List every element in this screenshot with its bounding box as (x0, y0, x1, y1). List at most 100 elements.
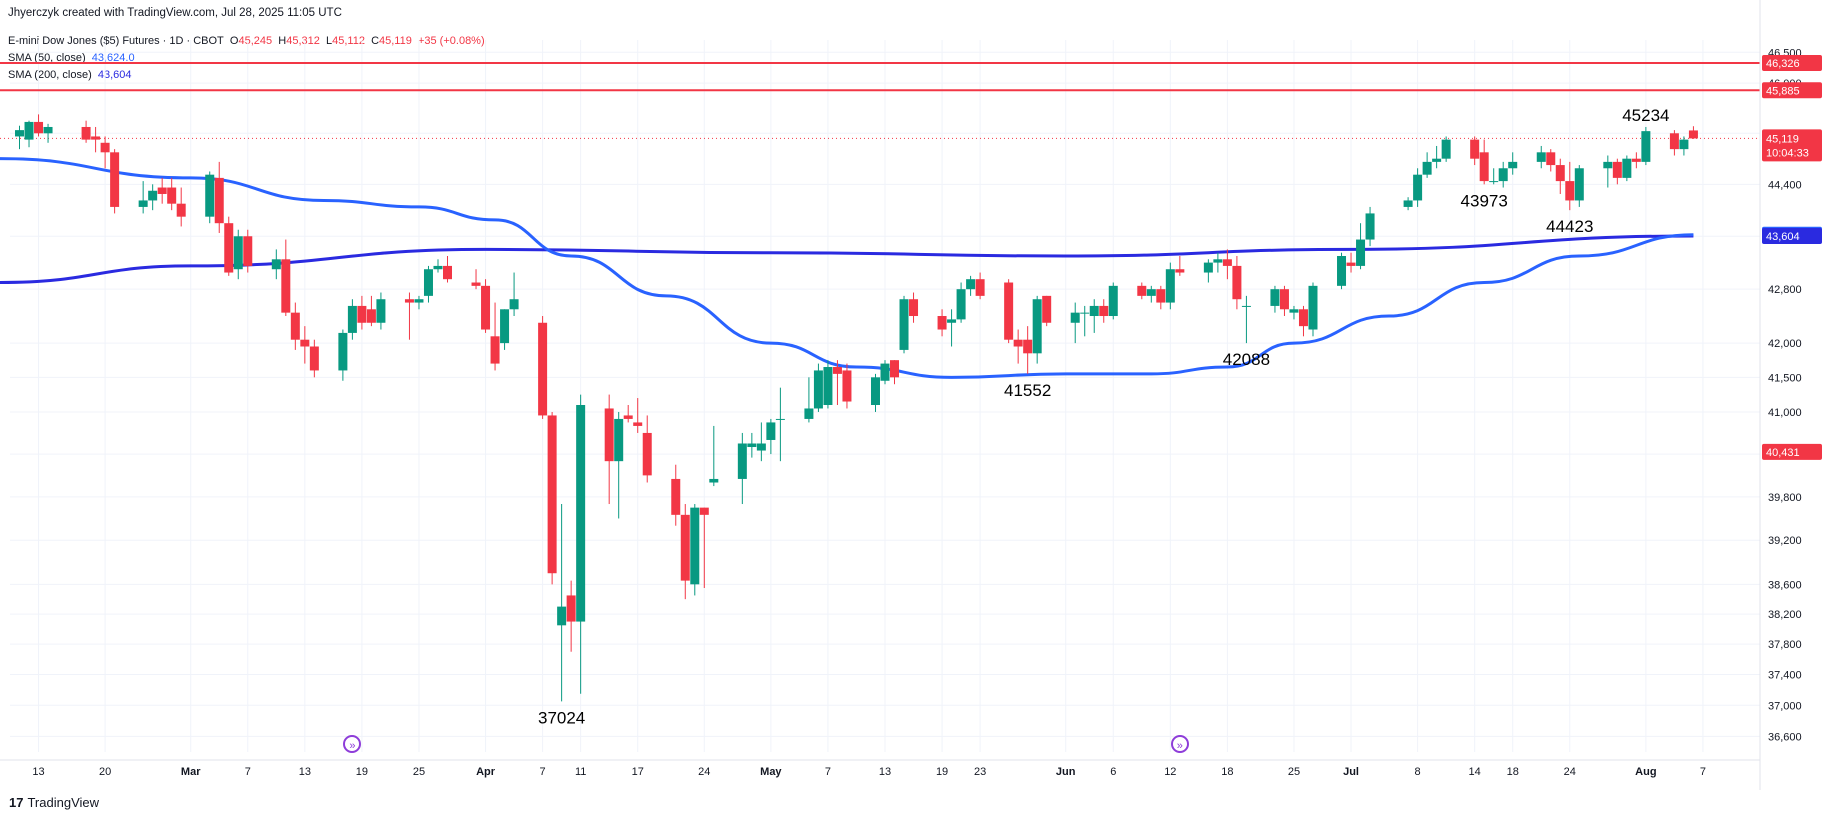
candle (642, 415, 652, 483)
candle-body (43, 126, 53, 134)
candle-body (490, 336, 500, 364)
candle (1489, 168, 1499, 185)
candle (1156, 285, 1166, 310)
price-chart[interactable]: 37024 41552 42088 43973 44423 45234 36,600 37,… (0, 0, 1835, 790)
sma50-line (0, 157, 1694, 379)
candle-body (471, 282, 481, 286)
candle (290, 302, 300, 350)
countdown-label: 10:04:33 (1766, 147, 1809, 159)
candle (890, 360, 900, 385)
candle (804, 377, 814, 423)
candle-body (1089, 305, 1099, 317)
price-tick-label: 39,800 (1768, 492, 1802, 504)
candle (1222, 249, 1232, 280)
candle-body (1337, 255, 1347, 286)
candle (680, 504, 690, 600)
candle-body (509, 299, 519, 310)
arrow-event-icon[interactable]: » (1170, 735, 1189, 753)
candle-body (870, 377, 880, 405)
candle (24, 120, 34, 148)
candle (1175, 255, 1185, 276)
candle-body (1574, 168, 1584, 201)
candle (338, 329, 348, 381)
candle (167, 177, 177, 211)
candle-body (24, 121, 34, 140)
candle (709, 425, 719, 487)
sma200-legend[interactable]: SMA (200, close) 43,604 (8, 69, 132, 81)
price-annotation: 44423 (1546, 217, 1593, 236)
candle-body (1441, 139, 1451, 159)
candle-body (1222, 259, 1232, 266)
candle-body (214, 177, 224, 224)
candle (1289, 305, 1299, 320)
candle-body (1470, 139, 1480, 159)
candle-body (756, 443, 766, 451)
candle (1108, 282, 1118, 320)
candle-body (1175, 269, 1185, 273)
candle-body (34, 121, 44, 134)
candle (1232, 255, 1242, 310)
sma50-legend[interactable]: SMA (50, close) 43,624.0 (8, 52, 135, 64)
arrow-event-icon[interactable]: » (343, 735, 362, 753)
candle-body (110, 152, 120, 207)
candle (604, 394, 614, 505)
candle-body (842, 370, 852, 402)
symbol-legend[interactable]: E-mini Dow Jones ($5) Futures · 1D · CBO… (8, 35, 485, 47)
candle-body (357, 305, 367, 323)
candle-body (1631, 158, 1641, 162)
ohlc-high-label: H (278, 35, 287, 47)
candle (366, 295, 376, 327)
candle (566, 580, 576, 652)
candle-body (443, 265, 452, 280)
candle (376, 292, 386, 330)
price-tag-bg (1762, 228, 1822, 245)
candle (699, 507, 709, 589)
candle-body (1203, 262, 1213, 273)
candle (91, 126, 101, 153)
price-tick-label: 41,000 (1768, 407, 1802, 419)
candle-body (1298, 309, 1308, 327)
candle-body (281, 259, 291, 313)
last-price-label: 45,119 (1766, 133, 1799, 145)
time-tick-label: 8 (1415, 766, 1421, 778)
candle (1546, 149, 1556, 172)
price-annotation: 37024 (538, 708, 585, 727)
time-tick-label: 19 (936, 766, 948, 778)
time-tick-label: Jul (1343, 766, 1359, 778)
candle (1298, 305, 1308, 337)
candle-body (566, 595, 576, 622)
candle-body (747, 443, 757, 448)
candle (1574, 165, 1584, 207)
candle (623, 404, 633, 423)
price-tick-label: 44,400 (1768, 179, 1802, 191)
candle-body (1241, 305, 1251, 307)
candle-body (148, 190, 158, 201)
time-tick-label: 19 (356, 766, 368, 778)
ohlc-open: 45,245 (238, 35, 273, 47)
ohlc-close-label: C (371, 35, 380, 47)
candle-body (614, 418, 624, 462)
time-tick-label: 11 (575, 766, 586, 778)
candle-body (157, 187, 167, 194)
candle-body (1023, 339, 1033, 354)
price-tag-label: 46,326 (1766, 58, 1800, 70)
price-tag-bg (1762, 82, 1822, 99)
candle-body (81, 126, 91, 140)
price-tick-label: 41,500 (1768, 372, 1802, 384)
candle (1432, 145, 1442, 169)
price-annotation: 45234 (1622, 106, 1669, 125)
sma50-value: 43,624.0 (91, 52, 135, 64)
candle (1023, 326, 1033, 374)
candle-body (576, 404, 586, 622)
price-tag-label: 45,885 (1766, 85, 1800, 97)
tradingview-logo[interactable]: 17 TradingView (9, 795, 99, 810)
candle-body (813, 370, 823, 409)
candle-body (1641, 131, 1651, 162)
candle (205, 171, 215, 224)
candle-body (937, 316, 947, 330)
candle-body (1679, 139, 1689, 150)
candle-body (890, 360, 900, 378)
candle-body (823, 367, 833, 405)
candle-body (1498, 168, 1508, 182)
candle-body (1565, 181, 1575, 201)
